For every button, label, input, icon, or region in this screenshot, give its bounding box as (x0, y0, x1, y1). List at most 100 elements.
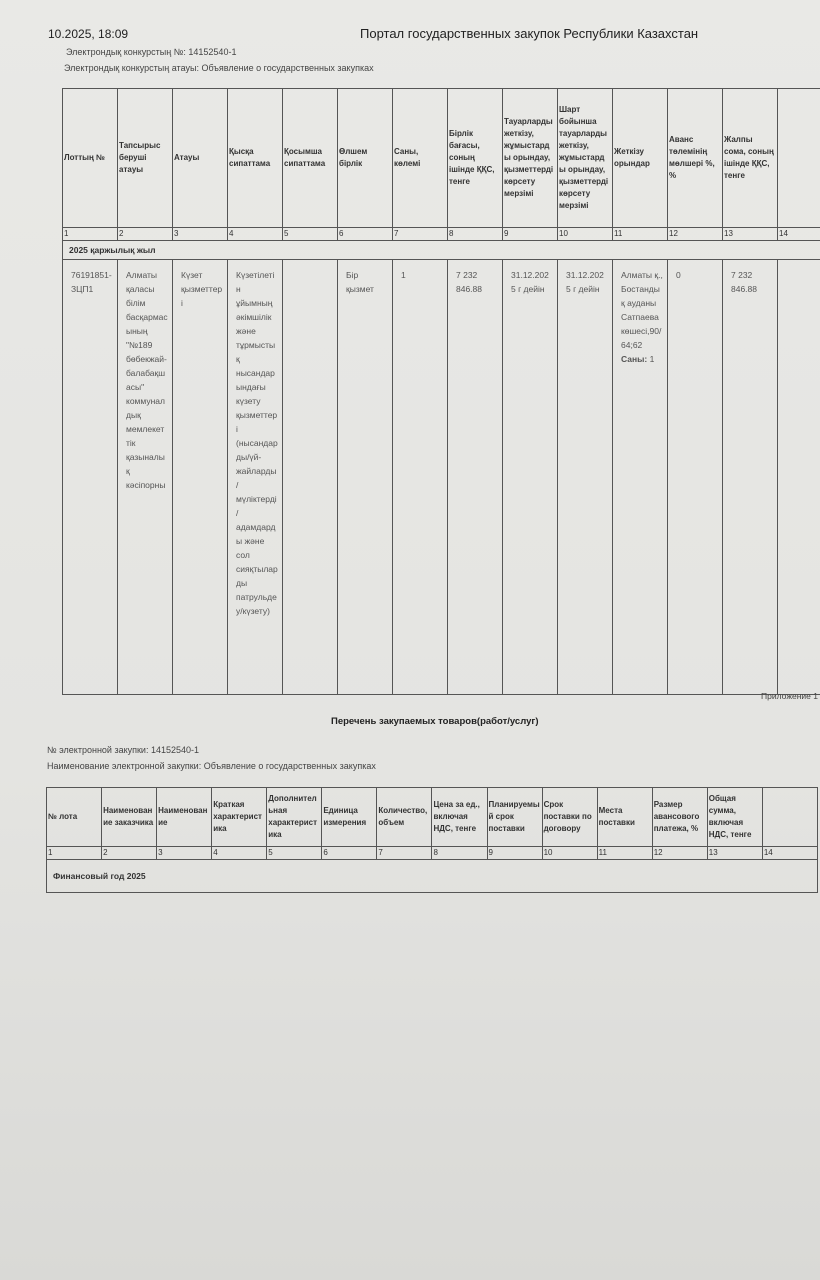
column-number: 4 (227, 227, 283, 241)
column-header: № лота (45, 787, 103, 847)
column-number: 4 (211, 846, 268, 860)
column-number: 12 (667, 227, 723, 241)
column-header-label: Планируемый срок поставки (488, 800, 540, 833)
column-header-label: Тапсырыс беруші атауы (119, 141, 161, 174)
table-cell: Күзетілетін ұйымның әкімшілік және тұрмы… (227, 259, 283, 695)
column-number: 13 (706, 846, 763, 860)
column-header: Жалпы сома, соның ішінде ҚҚС, тенге (722, 88, 778, 228)
fiscal-year-row: 2025 қаржылық жыл (62, 240, 820, 260)
column-header-label: Дополнительная характеристика (268, 794, 318, 839)
column-header-label: Общая сумма, включая НДС, тенге (708, 794, 752, 839)
table-header-row: Лоттың № Тапсырыс беруші атауы Атауы Қысқа … (62, 88, 820, 228)
column-header-label: Наименование заказчика (103, 806, 154, 827)
column-header-label: Цена за ед., включая НДС, тенге (433, 800, 480, 833)
column-header (761, 787, 819, 847)
column-header-label: Жеткізу орындар (614, 147, 650, 168)
column-number: 11 (596, 846, 653, 860)
purchase-number: № электронной закупки: 14152540-1 (47, 745, 200, 755)
column-header-label: Өлшем бірлік (339, 147, 368, 168)
column-header: Единица измерения (321, 787, 378, 847)
column-number: 8 (447, 227, 503, 241)
column-number: 12 (651, 846, 708, 860)
column-number: 14 (777, 227, 820, 241)
column-number: 6 (337, 227, 393, 241)
column-number: 7 (376, 846, 433, 860)
column-header: Дополнительная характеристика (266, 787, 323, 847)
column-number: 3 (156, 846, 213, 860)
column-header: Краткая характеристика (211, 787, 268, 847)
column-header: Қысқа сипаттама (227, 88, 283, 228)
column-header-label: Наименование (158, 806, 208, 827)
delivery-quantity: Саны: 1 (621, 352, 663, 366)
column-header-label: Қысқа сипаттама (229, 147, 271, 168)
table-cell: 31.12.2025 г дейін (557, 259, 613, 695)
column-header: Количество, объем (376, 787, 433, 847)
column-header-label: Размер авансового платежа, % (653, 800, 700, 833)
table-cell: Алматы қаласы білім басқармасының "№189 … (117, 259, 173, 695)
column-number-row: 1 2 3 4 5 6 7 8 9 10 11 12 13 14 (45, 846, 819, 860)
column-header: Бірлік бағасы, соның ішінде ҚҚС, тенге (447, 88, 503, 228)
column-header: Тауарларды жеткізу, жұмыстарды орындау, … (502, 88, 558, 228)
cell-value: 1 (401, 270, 406, 280)
cell-value: Күзет қызметтері (181, 270, 223, 308)
column-header: Шарт бойынша тауарларды жеткізу, жұмыста… (557, 88, 613, 228)
table-cell: 76191851-ЗЦП1 (62, 259, 118, 695)
column-header-label: Лоттың № (64, 153, 105, 162)
cell-value: 0 (676, 270, 681, 280)
column-number: 1 (45, 846, 103, 860)
column-header: Тапсырыс беруші атауы (117, 88, 173, 228)
table-cell: 7 232 846.88 (722, 259, 778, 695)
column-header-label: Аванс төлемінің мөлшері %, % (669, 135, 715, 180)
column-number: 10 (541, 846, 598, 860)
column-number: 11 (612, 227, 668, 241)
column-header: Жеткізу орындар (612, 88, 668, 228)
cell-value: Бір қызмет (346, 270, 374, 294)
column-number: 3 (172, 227, 228, 241)
column-number: 5 (266, 846, 323, 860)
column-header-label: Бірлік бағасы, соның ішінде ҚҚС, тенге (449, 129, 495, 186)
table-cell: 7 232 846.88 (447, 259, 503, 695)
column-header-label: Саны, көлемі (394, 147, 421, 168)
table-cell: 0 (667, 259, 723, 695)
purchase-name: Наименование электронной закупки: Объявл… (47, 761, 376, 771)
column-header-label: № лота (48, 812, 78, 821)
table-cell: Күзет қызметтері (172, 259, 228, 695)
print-datetime: 10.2025, 18:09 (48, 27, 129, 41)
column-header: Наименование (156, 787, 213, 847)
column-number: 10 (557, 227, 613, 241)
column-header: Цена за ед., включая НДС, тенге (431, 787, 488, 847)
cell-value: 31.12.2025 г дейін (511, 270, 549, 294)
column-number-row: 1 2 3 4 5 6 7 8 9 10 11 12 13 14 (62, 227, 820, 241)
column-number: 7 (392, 227, 448, 241)
column-header: Саны, көлемі (392, 88, 448, 228)
column-header-label: Қосымша сипаттама (284, 147, 326, 168)
table-row: 76191851-ЗЦП1 Алматы қаласы білім басқарм… (62, 259, 820, 695)
appendix-label: Приложение 1 (761, 691, 818, 701)
column-header-label: Места поставки (598, 806, 635, 827)
column-header: Лоттың № (62, 88, 118, 228)
table-cell: Алматы қ., Бостандық ауданы Сатпаева көш… (612, 259, 668, 695)
column-header: Места поставки (596, 787, 653, 847)
kz-lots-table: Лоттың № Тапсырыс беруші атауы Атауы Қысқа … (62, 88, 820, 695)
table-cell: Бір қызмет (337, 259, 393, 695)
column-header-label: Жалпы сома, соның ішінде ҚҚС, тенге (724, 135, 774, 180)
column-number: 2 (117, 227, 173, 241)
portal-title: Портал государственных закупок Республик… (360, 26, 699, 41)
cell-value: Алматы қ., Бостандық ауданы Сатпаева көш… (621, 270, 663, 350)
cell-value: Алматы қаласы білім басқармасының "№189 … (126, 270, 168, 490)
column-number: 13 (722, 227, 778, 241)
column-header: Атауы (172, 88, 228, 228)
column-header: Қосымша сипаттама (282, 88, 338, 228)
column-number: 14 (761, 846, 819, 860)
column-number: 6 (321, 846, 378, 860)
column-header-label: Краткая характеристика (213, 800, 262, 833)
cell-value: Күзетілетін ұйымның әкімшілік және тұрмы… (236, 270, 278, 616)
column-number: 1 (62, 227, 118, 241)
competition-name: Электрондық конкурстың атауы: Объявление… (64, 63, 374, 73)
column-number: 8 (431, 846, 488, 860)
column-header-label: Количество, объем (378, 806, 428, 827)
column-header-label: Срок поставки по договору (543, 800, 592, 833)
column-header-label: Атауы (174, 153, 200, 162)
delivery-qty-value: 1 (649, 354, 655, 364)
table-cell (777, 259, 820, 695)
